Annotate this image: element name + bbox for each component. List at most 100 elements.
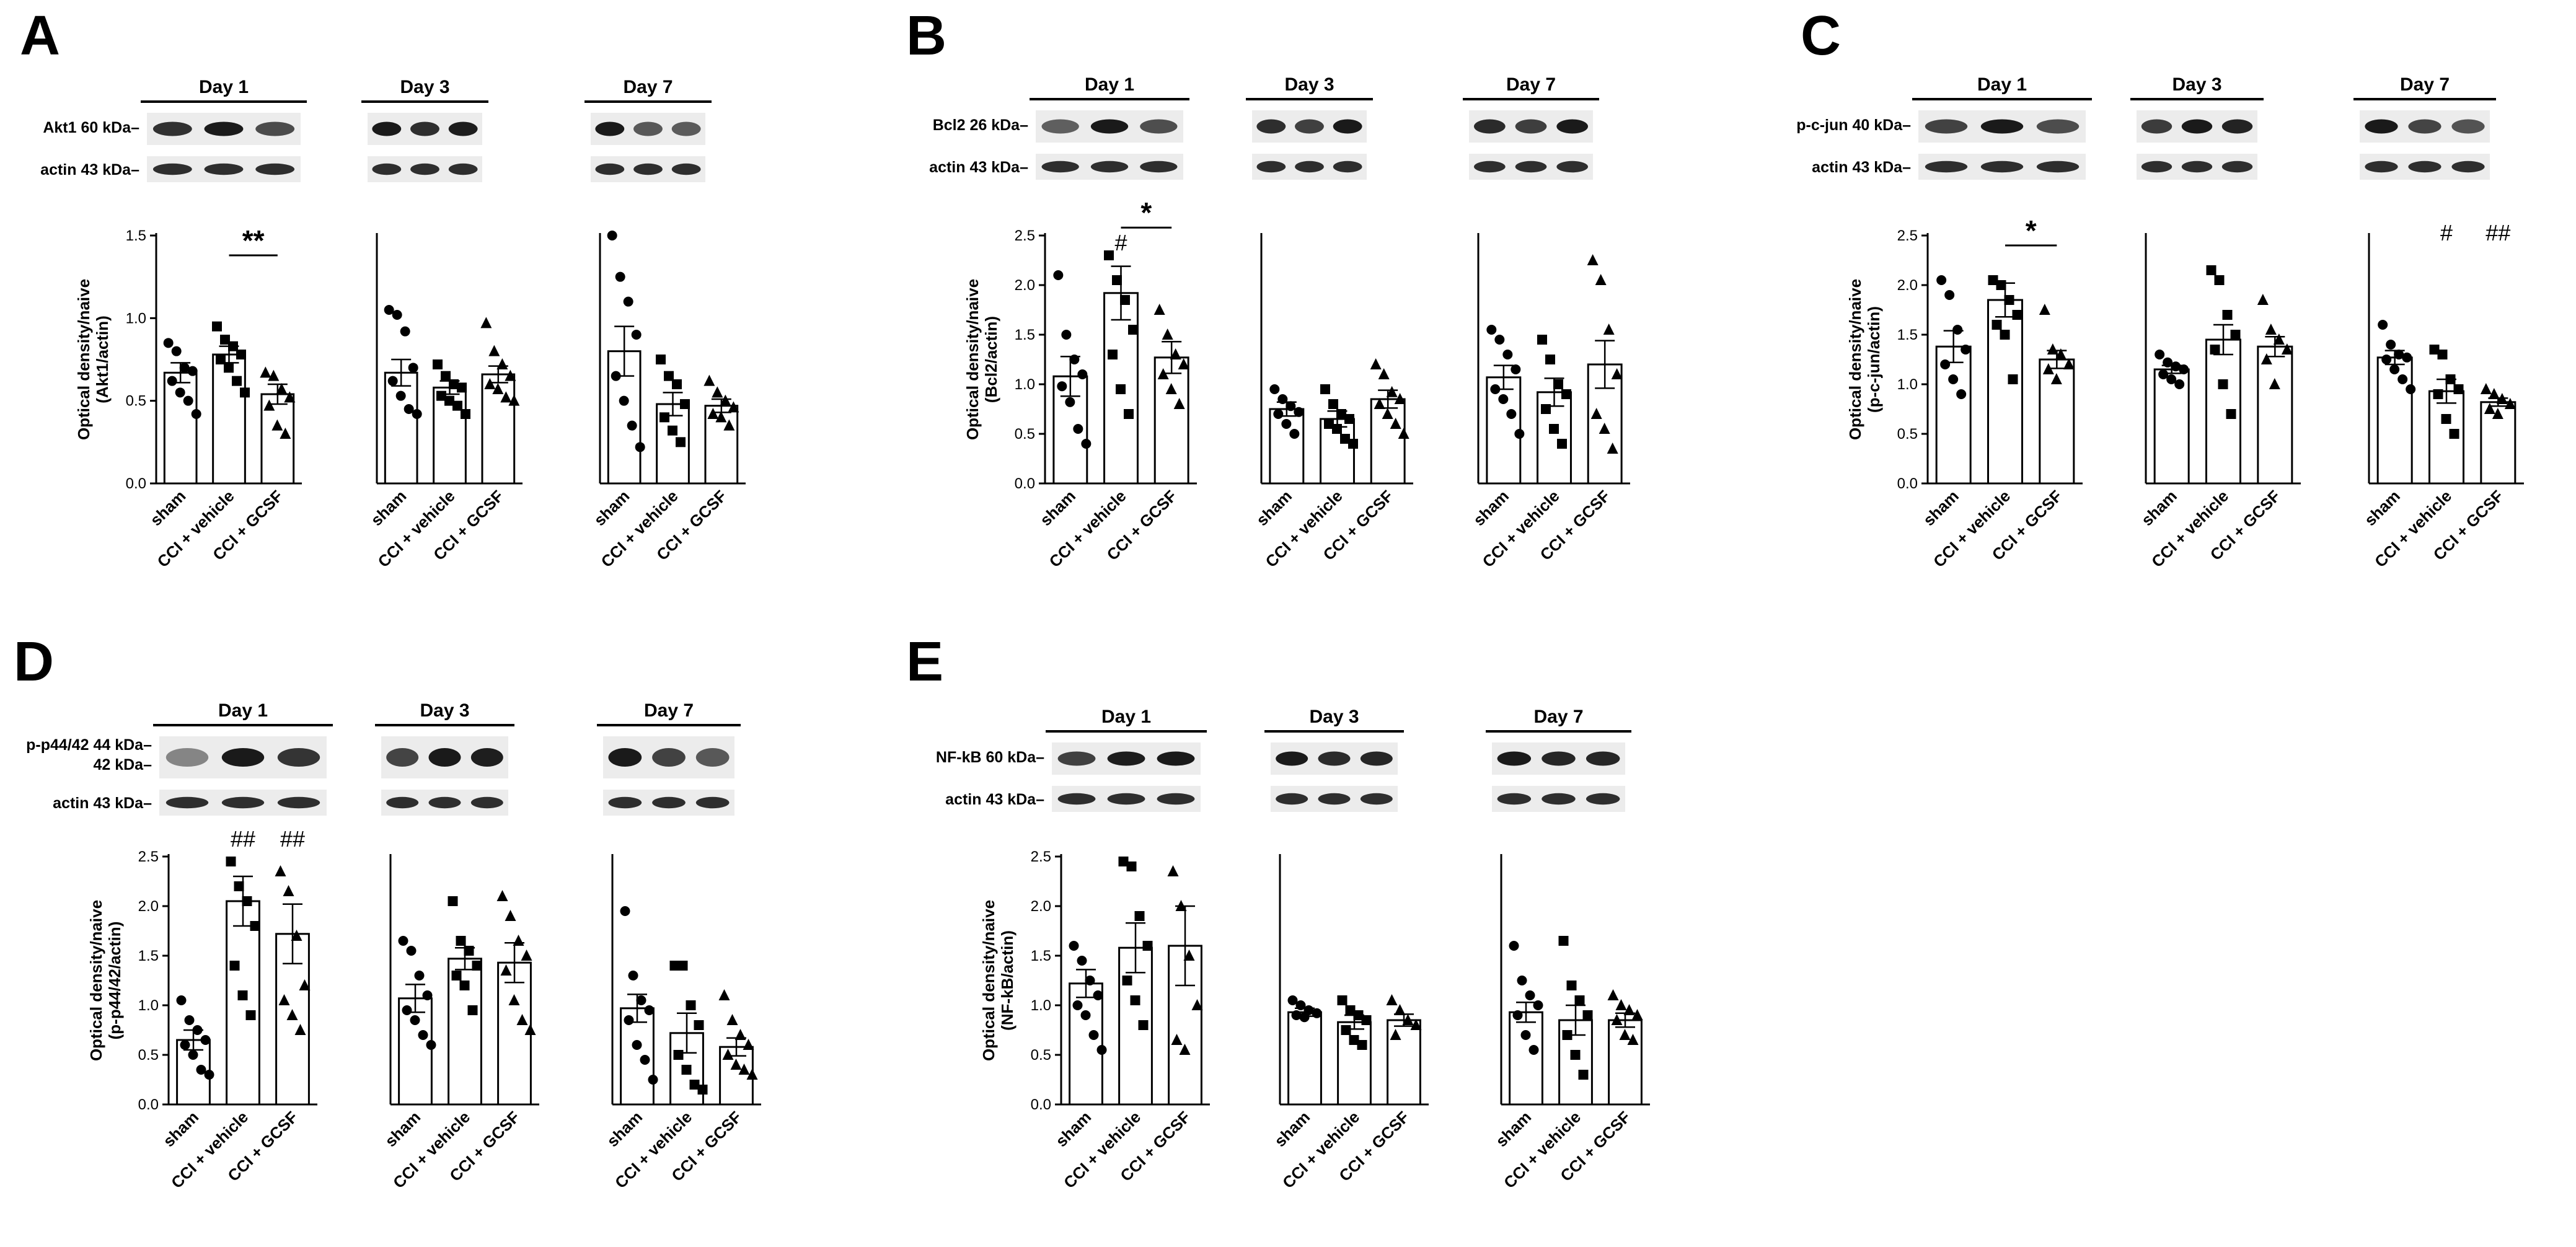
x-tick-label: sham [1271,1108,1313,1150]
actin-band-lane [448,163,478,175]
y-tick-label: 0.0 [1015,475,1035,492]
data-point [408,363,418,373]
data-point [260,366,271,378]
data-point [620,906,630,916]
y-tick-label: 2.5 [1015,227,1035,244]
panel-A: A Day 1 Akt1 60 kDa– actin 43 kDa– 0.0 0.5 1.0… [20,5,746,571]
target-band-lane [428,748,461,767]
data-point [1081,439,1092,449]
protein-band-label: p-c-jun 40 kDa– [1796,117,1911,134]
data-point [1486,325,1497,335]
data-point [1574,995,1585,1005]
x-tick-label-group: sham [2138,487,2181,529]
data-point [1138,1020,1149,1030]
day-label: Day 1 [1977,74,2027,95]
x-tick-label-group: sham [603,1108,646,1150]
data-point [1336,409,1346,419]
data-point [1607,989,1619,1000]
target-band-lane [2181,119,2213,134]
data-point [500,964,512,976]
data-point [2261,353,2272,364]
data-point [1578,1070,1589,1080]
target-band-lane [2221,119,2253,134]
data-point [1126,861,1137,871]
data-point [1124,409,1134,419]
y-axis-label: Optical density/naive (NF-kB/actin) [979,900,1017,1061]
x-tick-label: sham [1036,487,1079,529]
actin-band-lane [608,796,642,809]
data-point [1952,325,1963,335]
data-point [669,961,680,971]
data-point [743,1039,754,1050]
x-tick-label-group: sham [1271,1108,1313,1150]
bar [1486,376,1522,485]
target-band-lane [448,121,478,136]
data-point [1520,1030,1531,1040]
target-band-lane [1057,751,1096,766]
bar [2257,345,2293,485]
target-band-lane [1360,751,1393,766]
actin-band-lane [372,163,402,175]
data-point [521,950,532,961]
day-group: Day 1 Bcl2 26 kDa– actin 43 kDa– 0.0 0.5 1.0 1… [929,74,1197,571]
data-point [1179,1044,1191,1055]
data-point [656,355,666,364]
x-tick-label: sham [146,487,189,529]
data-point [245,1010,256,1020]
data-point [406,946,417,956]
loading-band-label: actin 43 kDa– [53,795,152,812]
data-point [1134,911,1145,921]
data-point [2381,355,2392,364]
data-point [2226,409,2236,419]
y-axis-label: Optical density/naive (p-p44/42/actin) [87,900,124,1061]
data-point [1370,358,1382,369]
data-point [1615,999,1627,1010]
target-band-lane [2036,119,2080,134]
data-point [1936,275,1947,285]
data-point [226,857,236,866]
data-point [1120,295,1130,305]
x-tick-label-group: sham [367,487,410,529]
data-point [2397,374,2408,384]
data-point [615,271,625,282]
data-point [1345,1005,1356,1015]
panel-letter-D: D [14,631,54,693]
data-point [461,409,470,419]
day-label: Day 7 [2400,74,2450,95]
data-point [707,408,719,419]
data-point [183,395,193,406]
data-point [1170,348,1181,359]
data-point [496,890,508,901]
data-point [2008,374,2018,384]
data-point [1153,304,1165,315]
target-band-lane [386,748,419,767]
data-point [2039,304,2050,315]
data-point [730,1059,742,1070]
target-band-lane [255,121,295,136]
significance-label: ## [280,826,305,852]
data-point [2273,333,2285,345]
data-point [1561,389,1571,399]
data-point [216,355,226,364]
data-point [1093,990,1103,1000]
bar [2376,356,2413,485]
data-point [1353,1010,1364,1020]
x-tick-label-group: sham [381,1108,424,1150]
actin-band-lane [595,163,625,175]
data-point [452,400,462,411]
data-point [410,1015,420,1025]
target-band-lane [152,121,192,136]
data-point [1394,393,1406,404]
data-point [392,310,402,320]
bar [398,997,433,1106]
data-point [167,376,177,386]
loading-band-label: actin 43 kDa– [40,161,139,178]
actin-band-lane [671,163,701,175]
data-point [2050,373,2062,384]
x-tick-label-group: sham [590,487,633,529]
data-point [291,930,302,941]
data-point [2406,384,2416,394]
